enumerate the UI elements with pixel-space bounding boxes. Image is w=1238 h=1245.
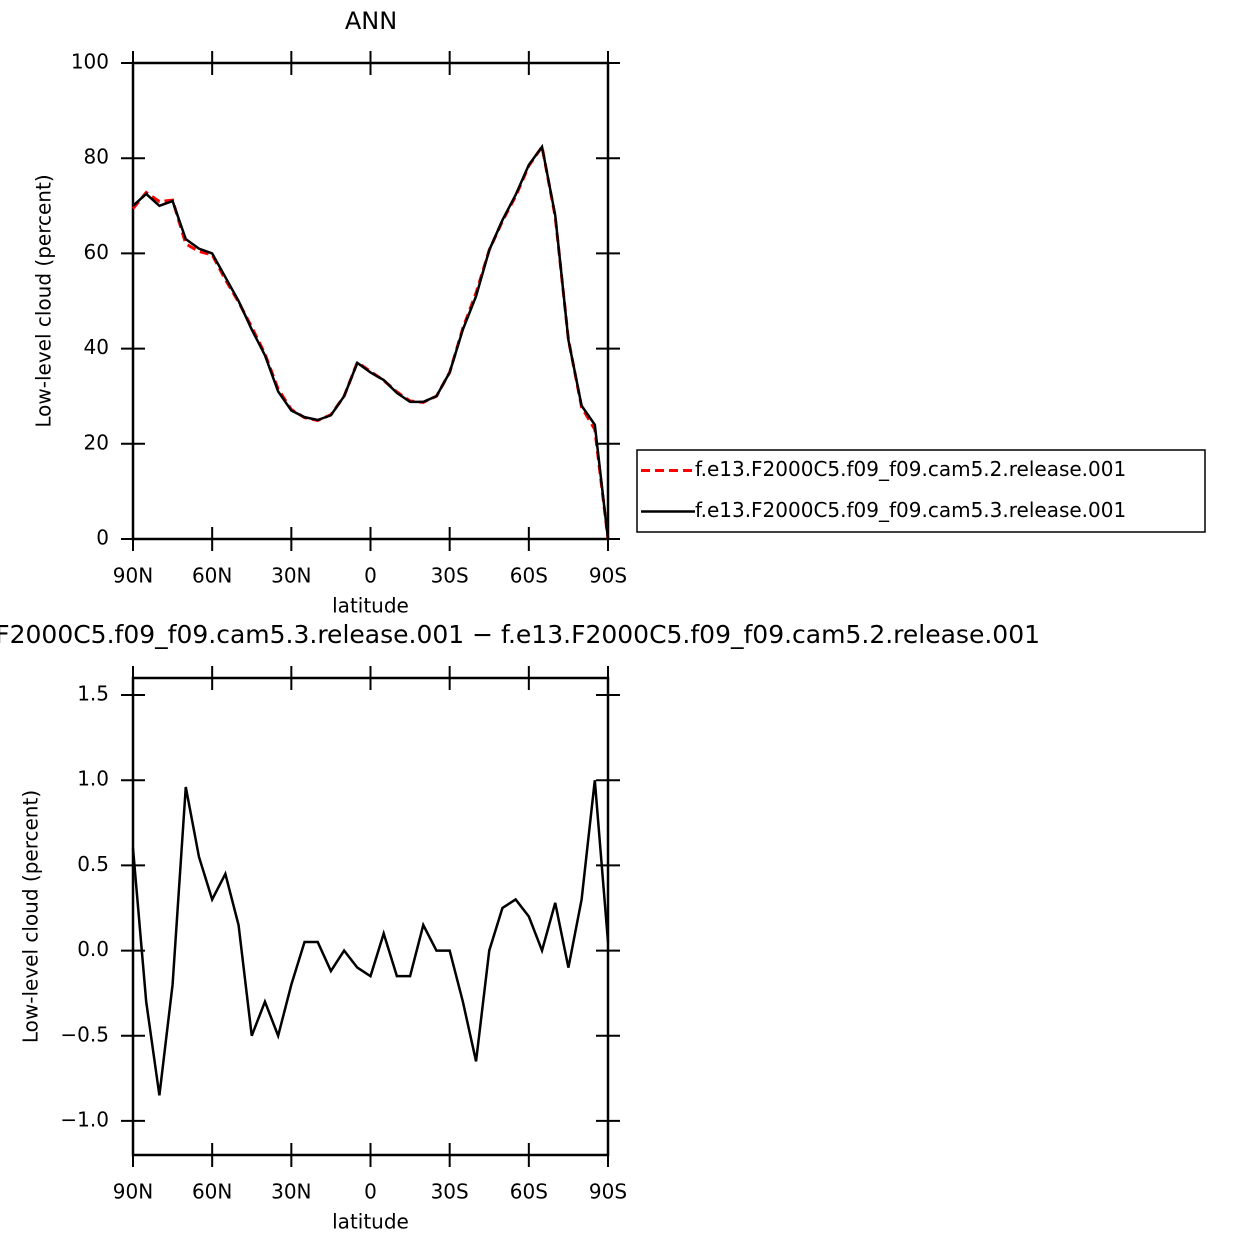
x-tick-label: 90N — [113, 1180, 153, 1204]
x-tick-label: 0 — [364, 1180, 377, 1204]
series-line — [132, 143, 610, 540]
y-tick-label: 80 — [84, 145, 109, 169]
x-tick-label: 60N — [192, 564, 232, 588]
x-tick-label: 90S — [589, 1180, 627, 1204]
plot-frame — [131, 61, 610, 541]
y-tick-label: 0 — [96, 526, 109, 550]
plot-frame — [131, 676, 610, 1157]
legend-label: f.e13.F2000C5.f09_f09.cam5.3.release.001 — [695, 498, 1126, 522]
y-tick-label: −1.0 — [60, 1107, 109, 1131]
x-axis-label: latitude — [332, 594, 409, 618]
x-tick-label: 0 — [364, 564, 377, 588]
chart-title: ANN — [345, 7, 397, 35]
y-tick-label: 20 — [84, 430, 109, 454]
y-tick-label: 40 — [84, 335, 109, 359]
y-axis-label: Low-level cloud (percent) — [32, 174, 56, 427]
series-line — [131, 142, 610, 540]
y-tick-label: 100 — [71, 50, 109, 74]
legend: f.e13.F2000C5.f09_f09.cam5.2.release.001… — [636, 449, 1206, 533]
y-tick-label: 0.0 — [77, 937, 109, 961]
series-line — [131, 780, 610, 1096]
x-tick-label: 60N — [192, 1180, 232, 1204]
y-axis-label: Low-level cloud (percent) — [19, 790, 43, 1043]
y-tick-label: 1.0 — [77, 767, 109, 791]
y-tick-label: −0.5 — [60, 1022, 109, 1046]
x-axis-label: latitude — [332, 1210, 409, 1234]
y-tick-label: 0.5 — [77, 852, 109, 876]
chart-title: f.e13.F2000C5.f09_f09.cam5.3.release.001… — [0, 620, 1040, 649]
x-tick-label: 30S — [431, 1180, 469, 1204]
x-tick-label: 60S — [510, 1180, 548, 1204]
x-tick-label: 30S — [431, 564, 469, 588]
x-tick-label: 90N — [113, 564, 153, 588]
x-tick-label: 90S — [589, 564, 627, 588]
legend-label: f.e13.F2000C5.f09_f09.cam5.2.release.001 — [695, 457, 1126, 481]
y-tick-label: 60 — [84, 240, 109, 264]
x-tick-label: 30N — [271, 1180, 311, 1204]
legend-box — [636, 449, 1206, 533]
x-tick-label: 60S — [510, 564, 548, 588]
y-tick-label: 1.5 — [77, 682, 109, 706]
x-tick-label: 30N — [271, 564, 311, 588]
